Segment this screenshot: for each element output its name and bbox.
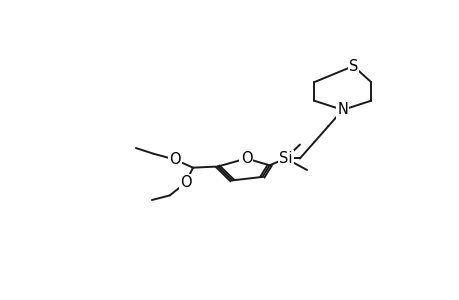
Text: N: N <box>336 102 347 117</box>
Text: O: O <box>169 152 180 167</box>
Text: S: S <box>348 58 357 74</box>
Text: O: O <box>240 151 252 166</box>
Text: O: O <box>179 175 191 190</box>
Text: Si: Si <box>278 151 292 166</box>
